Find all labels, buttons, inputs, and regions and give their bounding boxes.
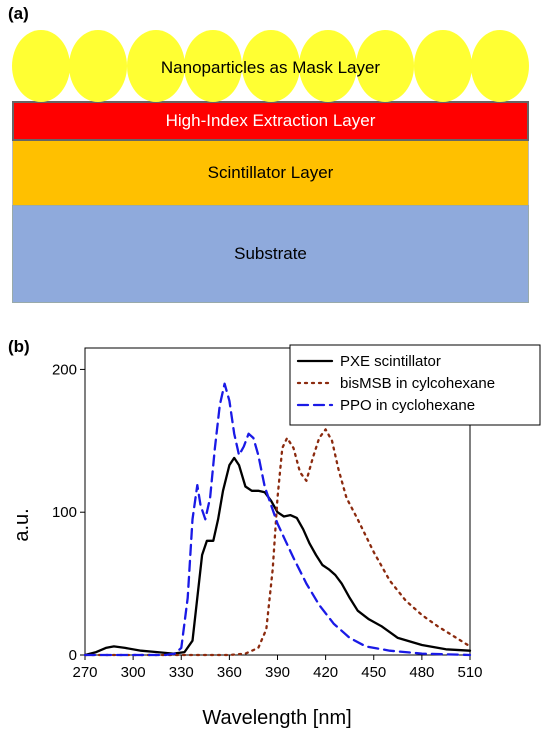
nanoparticle <box>69 30 128 102</box>
series-line <box>83 382 472 657</box>
nanoparticle <box>241 30 300 102</box>
emission-spectrum-chart: 270 300 330 360 390 420 450 480 510 0 100 200 PXE s… <box>11 344 541 729</box>
y-tick-label: 100 <box>52 504 77 521</box>
legend-entry: bisMSB in cylcohexane <box>340 375 495 392</box>
x-tick-label: 300 <box>121 664 146 681</box>
nanoparticle <box>184 30 243 102</box>
x-tick-label: 270 <box>72 664 97 681</box>
extraction-layer: High-Index Extraction Layer <box>12 101 529 141</box>
legend-entry: PXE scintillator <box>340 353 441 370</box>
x-tick-label: 420 <box>313 664 338 681</box>
nanoparticle <box>126 30 185 102</box>
legend-box <box>289 344 541 426</box>
nanoparticle-mask-row <box>12 30 529 102</box>
scintillator-layer-label: Scintillator Layer <box>207 163 334 182</box>
x-tick-label: 330 <box>169 664 194 681</box>
x-tick-label: 510 <box>457 664 482 681</box>
legend: PXE scintillator bisMSB in cylcohexane PPO… <box>289 344 541 426</box>
layer-stack-diagram: High-Index Extraction Layer Scintillator… <box>0 0 550 310</box>
nanoparticle <box>298 30 357 102</box>
x-tick-label: 360 <box>217 664 242 681</box>
mask-layer-label: Nanoparticles as Mask Layer <box>160 58 381 77</box>
x-tick-label: 450 <box>361 664 386 681</box>
scintillator-layer: Scintillator Layer <box>12 141 529 205</box>
substrate-layer: Substrate <box>12 205 529 303</box>
x-tick-label: 480 <box>409 664 434 681</box>
y-tick-label: 200 <box>52 361 77 378</box>
x-axis-title: Wavelength [nm] <box>202 707 351 729</box>
panel-a-label: (a) <box>8 4 29 23</box>
nanoparticle <box>471 30 529 102</box>
y-axis-title: a.u. <box>11 508 33 541</box>
nanoparticle <box>12 30 70 102</box>
series-line <box>83 428 472 657</box>
extraction-layer-label: High-Index Extraction Layer <box>165 111 376 130</box>
axes: 270 300 330 360 390 420 450 480 510 0 100 200 <box>52 347 483 681</box>
nanoparticle <box>356 30 415 102</box>
panel-b-label: (b) <box>8 337 30 356</box>
series-lines <box>83 382 472 657</box>
x-tick-label: 390 <box>265 664 290 681</box>
y-tick-label: 0 <box>69 647 77 664</box>
legend-entry: PPO in cyclohexane <box>340 397 475 414</box>
nanoparticle <box>413 30 472 102</box>
substrate-layer-label: Substrate <box>234 244 307 263</box>
